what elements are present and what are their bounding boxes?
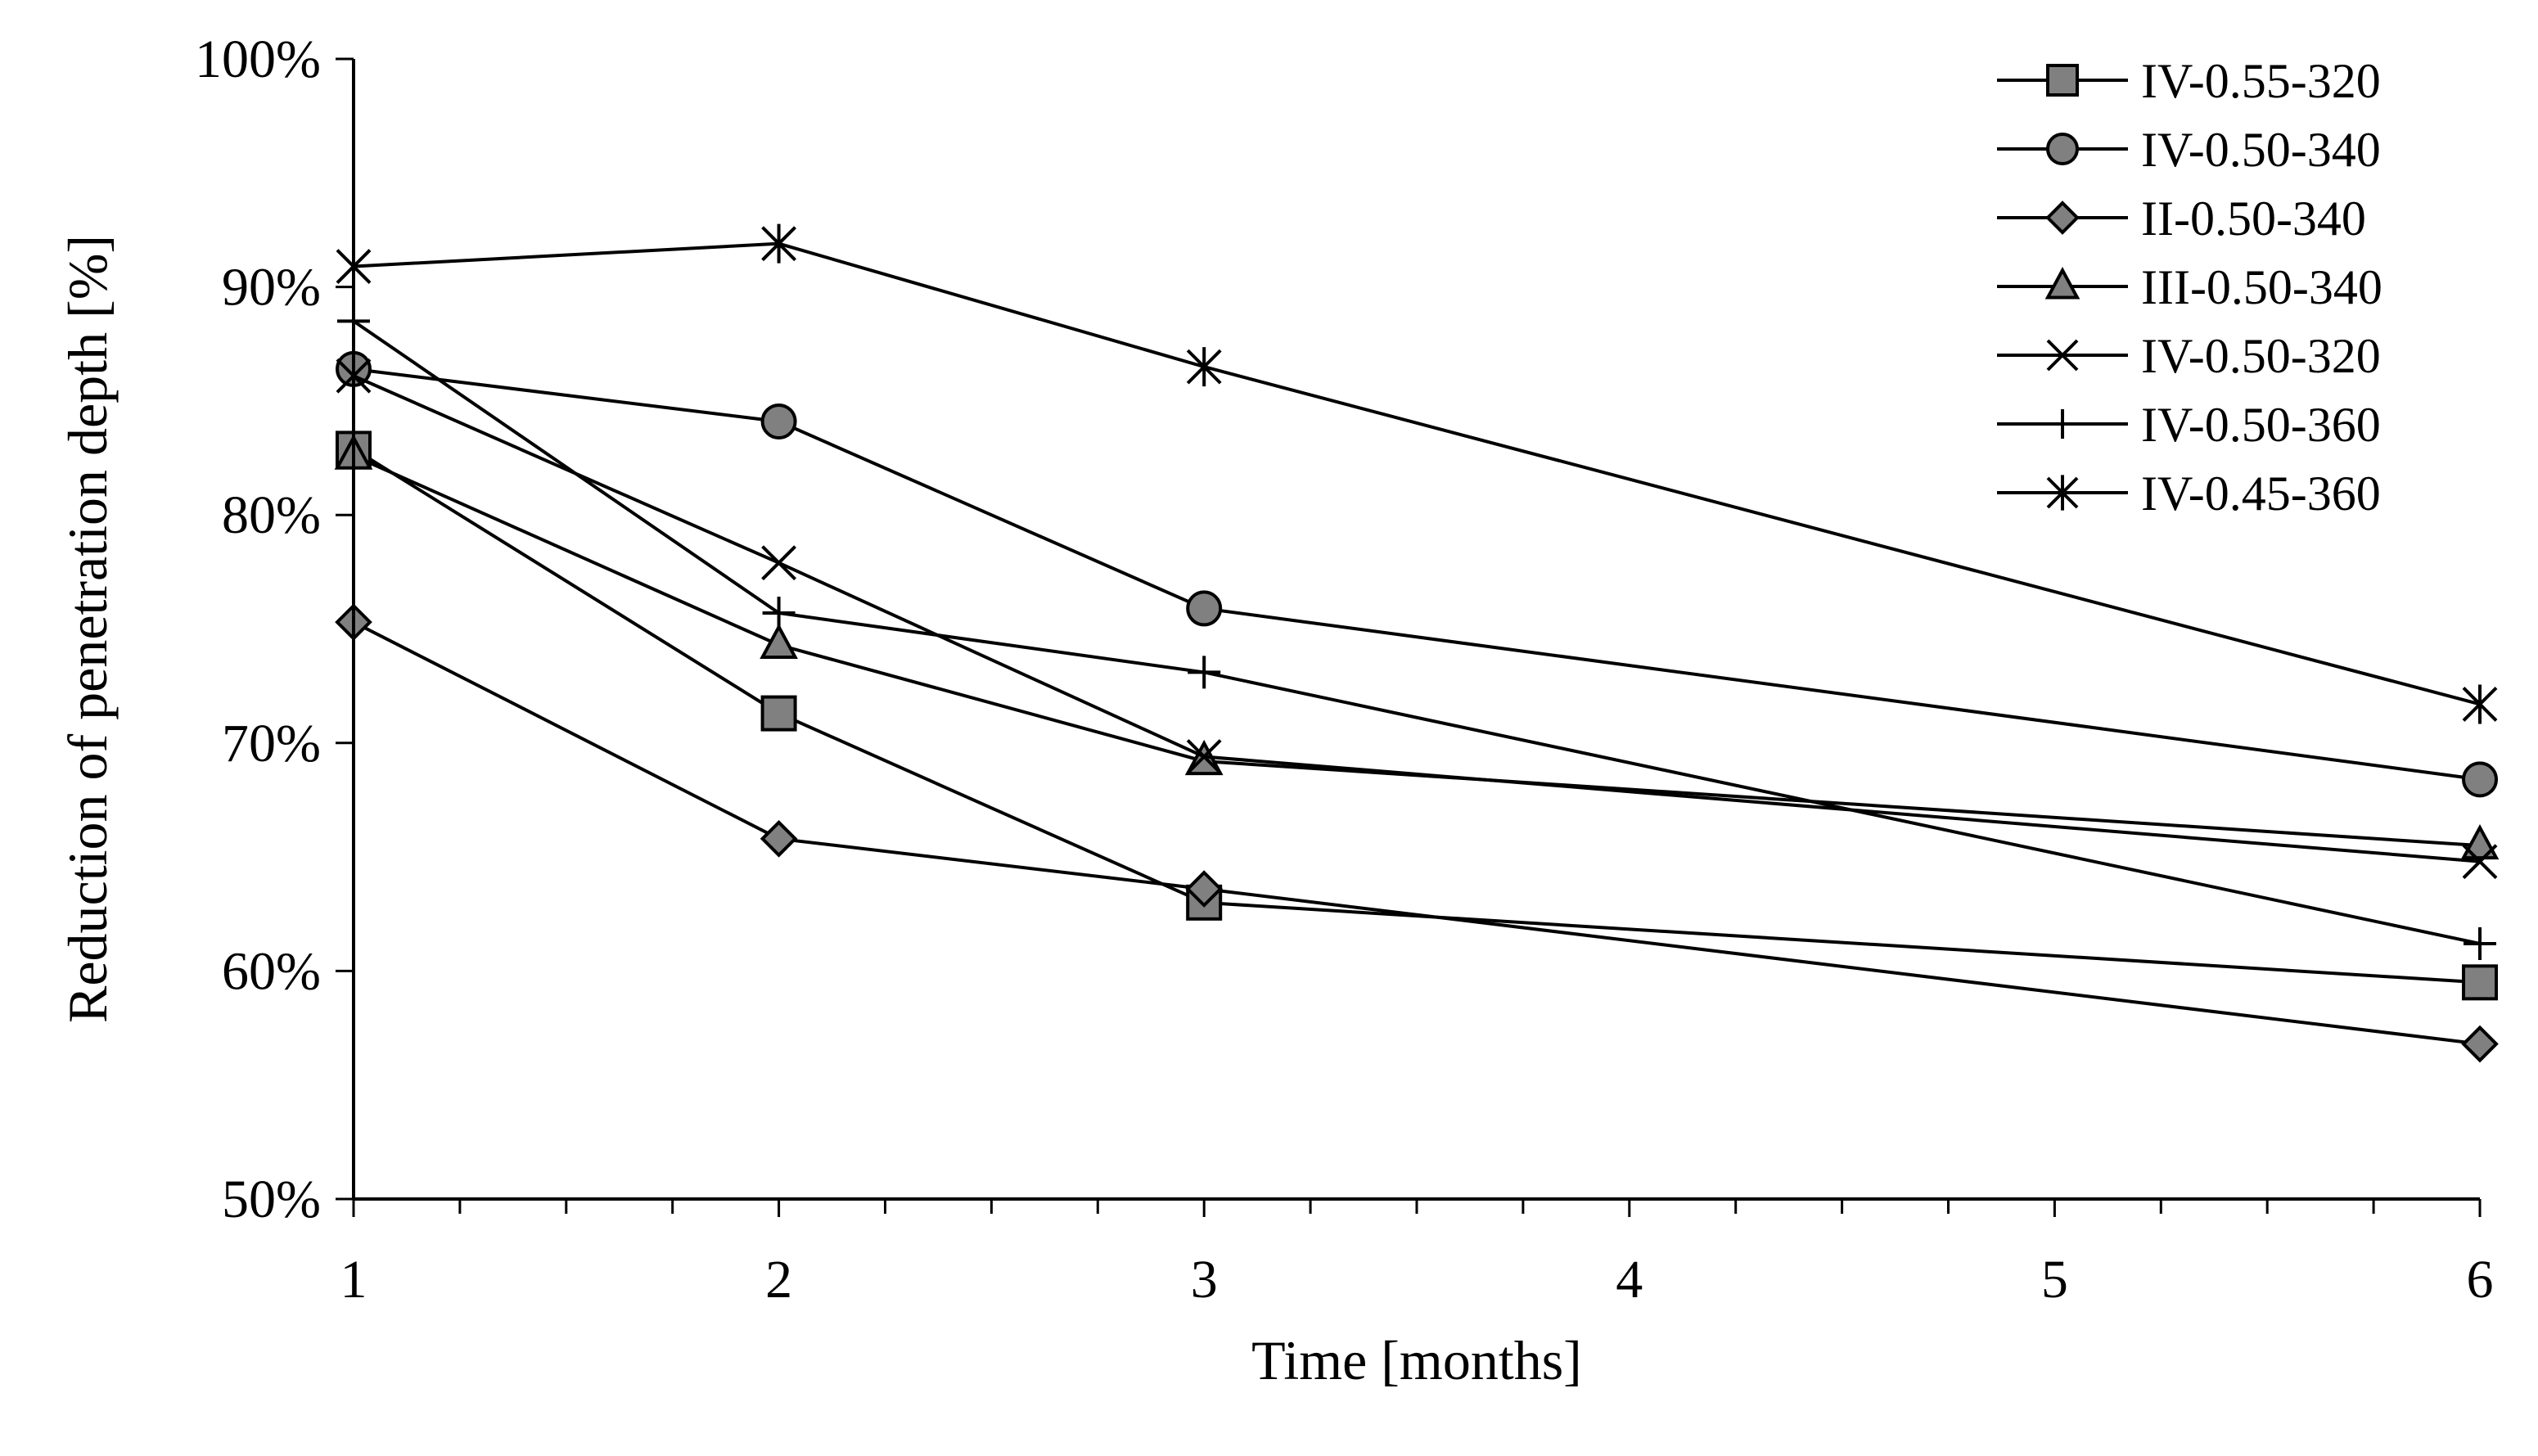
series-line-iv-0-45-360 [353,241,2481,706]
data-point-iv-0-50-360 [762,596,796,629]
series-line-ii-0-50-340 [353,620,2481,1046]
y-tick-label: 80% [222,485,321,545]
series-line-iii-0-50-340 [353,453,2481,848]
data-point-iv-0-55-320 [760,695,797,732]
legend-item-iii-0-50-340: III-0.50-340 [1997,260,2382,314]
series-iv-0-50-340 [336,350,2498,798]
data-point-iv-0-50-320 [761,545,797,581]
data-point-iv-0-50-320 [1186,739,1222,774]
legend-label: IV-0.50-320 [2141,329,2381,383]
legend-marker [2046,64,2079,97]
legend: IV-0.55-320 IV-0.50-340 II-0.50-340 III-0.5… [1997,54,2382,521]
data-point-ii-0-50-340 [1185,870,1224,908]
y-axis-title: Reduction of penetration depth [%] [56,235,119,1023]
series-iii-0-50-340 [334,434,2500,860]
x-tick-label: 6 [2467,1250,2494,1309]
legend-marker [2044,266,2080,300]
y-tick-label: 60% [222,941,321,1001]
x-tick-label: 1 [340,1250,367,1309]
legend-item-iv-0-50-340: IV-0.50-340 [1997,123,2381,177]
legend-marker [2046,475,2079,511]
series-line-iv-0-55-320 [352,447,2481,985]
legend-item-iv-0-50-360: IV-0.50-360 [1997,398,2381,452]
x-tick-label: 2 [765,1250,792,1309]
legend-marker [2048,409,2077,439]
x-axis-title: Time [months] [1251,1329,1582,1391]
legend-marker [2045,201,2080,235]
ticks-layer: 50% 60% 70% 80% 90% 100% 1 2 3 4 5 6 [195,29,2493,1309]
data-point-iv-0-50-360 [2464,926,2496,960]
data-point-iv-0-50-340 [1186,590,1223,627]
series-layer [334,223,2500,1063]
legend-label: II-0.50-340 [2141,192,2366,246]
x-tick-label: 4 [1616,1250,1643,1309]
legend-item-iv-0-50-320: IV-0.50-320 [1997,329,2381,383]
data-point-iv-0-50-340 [760,403,797,440]
data-point-iv-0-50-320 [2462,844,2498,880]
y-tick-label: 50% [222,1170,321,1229]
y-tick-label: 90% [222,258,321,318]
legend-label: IV-0.50-340 [2141,123,2381,177]
legend-item-iv-0-45-360: IV-0.45-360 [1997,467,2381,521]
legend-item-ii-0-50-340: II-0.50-340 [1997,192,2366,246]
legend-label: IV-0.50-360 [2141,398,2381,452]
series-line-iv-0-50-340 [353,367,2481,782]
data-point-iv-0-45-360 [2462,684,2498,724]
series-line-iv-0-50-360 [352,319,2481,945]
data-point-iii-0-50-340 [760,623,798,660]
legend-label: IV-0.45-360 [2141,467,2381,521]
legend-label: IV-0.55-320 [2141,54,2381,108]
legend-label: III-0.50-340 [2141,260,2382,314]
legend-marker [2046,133,2079,165]
legend-marker [2046,339,2079,372]
data-point-ii-0-50-340 [760,819,798,858]
data-point-iv-0-55-320 [2462,964,2498,1001]
data-point-ii-0-50-340 [2461,1025,2499,1063]
x-tick-label: 3 [1191,1250,1218,1309]
y-tick-label: 70% [222,714,321,773]
legend-item-iv-0-55-320: IV-0.55-320 [1997,54,2381,108]
data-point-iii-0-50-340 [2460,823,2500,860]
series-ii-0-50-340 [335,603,2499,1063]
data-point-iv-0-45-360 [761,223,797,264]
data-point-iv-0-50-340 [2462,761,2498,798]
y-tick-label: 100% [195,29,321,89]
x-tick-label: 5 [2041,1250,2068,1309]
data-point-iv-0-50-360 [1188,656,1221,689]
data-point-iv-0-45-360 [1186,347,1222,387]
